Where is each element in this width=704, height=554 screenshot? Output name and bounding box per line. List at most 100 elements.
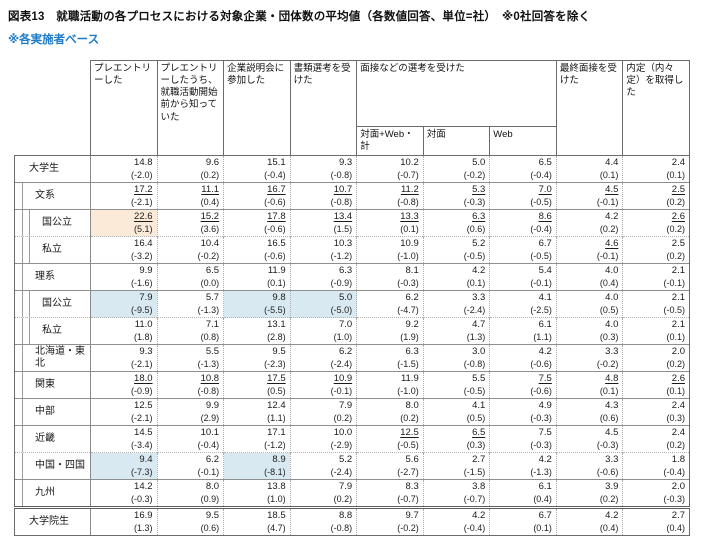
cell-value: 5.0 [338,292,353,304]
cell-diff: (-0.5) [663,305,685,316]
cell-value: 9.9 [205,400,220,412]
cell-value: 13.1 [267,319,286,331]
value-cell: 14.2 (-0.3) [90,479,158,508]
value-cell: 9.3 (-0.8) [289,155,357,183]
cell-diff: (-0.6) [530,386,552,397]
cell-diff: (-0.3) [530,413,552,424]
cell-value: 3.9 [605,481,619,493]
value-cell: 4.2 (0.2) [555,209,623,237]
cell-value: 7.5 [538,373,552,385]
value-cell: 5.4 (-0.1) [489,263,557,291]
value-cell: 11.0 (1.8) [90,317,158,345]
row-label: 九州 [14,479,91,508]
cell-diff: (-0.1) [197,467,220,478]
sub-header-interview-in-person: 対面 [422,125,491,157]
value-cell: 12.4 (1.1) [223,398,291,426]
cell-value: 14.5 [134,427,153,439]
value-cell: 2.1 (0.1) [622,317,690,345]
value-cell: 4.3 (0.6) [555,398,623,426]
value-cell: 16.7 (-0.6) [223,182,291,210]
cell-diff: (-0.5) [530,251,552,262]
value-cell: 8.9 (-8.1) [223,452,291,480]
value-cell: 6.2 (-4.7) [356,290,424,318]
cell-value: 2.4 [671,400,685,412]
row-label: 近畿 [14,425,91,453]
cell-value: 4.0 [605,319,619,331]
value-cell: 12.5 (-0.5) [356,425,424,453]
value-cell: 2.1 (-0.1) [622,263,690,291]
cell-value: 4.1 [472,400,486,412]
cell-diff: (-2.4) [330,467,353,478]
row-label: 文系 [14,182,91,210]
cell-value: 7.9 [139,292,153,304]
cell-value: 2.0 [671,346,685,358]
cell-value: 2.5 [671,238,685,250]
table-body: 大学生 14.8 (-2.0) 9.6 (0.2) 15.1 (-0.4) 9.3 (-0.8)… [14,155,690,537]
cell-diff: (0.2) [666,224,685,235]
value-cell: 3.3 (-0.2) [555,344,623,372]
value-cell: 13.8 (1.0) [223,479,291,508]
cell-diff: (0.8) [200,332,220,343]
cell-value: 2.1 [671,319,685,331]
value-cell: 10.4 (-0.2) [156,236,224,264]
cell-diff: (0.2) [666,197,685,208]
table-row: 大学生 14.8 (-2.0) 9.6 (0.2) 15.1 (-0.4) 9.3 (-0.8)… [14,155,690,183]
cell-diff: (-0.4) [463,523,486,534]
value-cell: 7.5 (-0.6) [489,371,557,399]
cell-value: 15.2 [200,211,220,223]
value-cell: 6.5 (0.3) [422,425,490,453]
cell-diff: (-0.7) [397,494,419,505]
value-cell: 2.7 (0.4) [622,506,690,537]
value-cell: 6.7 (-0.5) [489,236,557,264]
cell-value: 4.3 [605,400,619,412]
cell-diff: (0.1) [599,386,619,397]
cell-diff: (0.9) [200,494,220,505]
value-cell: 8.6 (-0.4) [489,209,557,237]
row-label: 私立 [14,317,91,345]
cell-diff: (-2.1) [131,197,153,208]
value-cell: 11.9 (0.1) [223,263,291,291]
value-cell: 9.9 (-1.6) [90,263,158,291]
cell-diff: (-5.0) [330,305,353,316]
value-cell: 5.5 (-0.5) [422,371,490,399]
cell-diff: (-2.9) [330,440,353,451]
value-cell: 4.2 (0.1) [422,263,490,291]
value-cell: 22.6 (5.1) [90,209,158,237]
cell-value: 3.3 [605,346,619,358]
cell-diff: (-1.5) [463,467,486,478]
cell-diff: (0.2) [666,251,685,262]
cell-value: 9.7 [405,510,419,522]
value-cell: 3.8 (-0.7) [422,479,490,508]
cell-diff: (0.1) [533,523,552,534]
cell-value: 14.8 [134,157,153,169]
cell-value: 22.6 [134,211,153,223]
value-cell: 4.1 (-2.5) [489,290,557,318]
cell-value: 11.9 [267,265,286,277]
header-corner-spacer [15,61,91,156]
cell-value: 9.6 [205,157,220,169]
cell-diff: (-0.3) [131,494,153,505]
cell-diff: (-0.8) [463,359,486,370]
cell-diff: (-0.3) [530,440,552,451]
cell-diff: (0.4) [200,197,220,208]
cell-diff: (0.2) [333,494,353,505]
value-cell: 6.2 (-0.1) [156,452,224,480]
cell-diff: (-0.7) [397,170,419,181]
cell-diff: (-3.4) [131,440,153,451]
value-cell: 7.9 (0.2) [289,398,357,426]
cell-diff: (0.4) [599,523,619,534]
cell-diff: (0.0) [200,278,220,289]
cell-diff: (-0.8) [397,197,419,208]
cell-value: 9.9 [139,265,153,277]
cell-diff: (-0.6) [530,359,552,370]
cell-value: 4.2 [605,211,619,223]
cell-value: 8.1 [405,265,419,277]
cell-diff: (-0.3) [663,494,685,505]
cell-diff: (-0.4) [530,224,552,235]
table-row: 中国・四国 9.4 (-7.3) 6.2 (-0.1) 8.9 (-8.1) 5.2 (-2.4… [14,452,690,480]
cell-value: 6.1 [538,481,552,493]
table-row: 大学院生 16.9 (1.3) 9.5 (0.6) 18.5 (4.7) 8.8 (-0.8) 9… [14,506,690,537]
cell-value: 10.8 [200,373,220,385]
cell-value: 3.8 [472,481,486,493]
row-label: 北海道・東北 [14,344,91,372]
